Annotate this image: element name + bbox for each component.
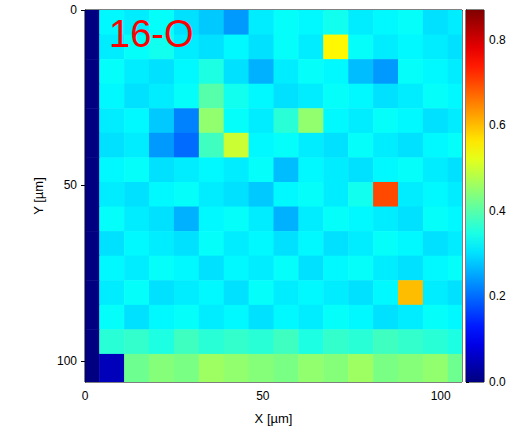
svg-text:Y [µm]: Y [µm] — [31, 177, 46, 215]
svg-text:0.0: 0.0 — [489, 375, 506, 389]
svg-text:0: 0 — [82, 389, 89, 403]
svg-text:0.8: 0.8 — [489, 33, 506, 47]
svg-text:50: 50 — [256, 389, 270, 403]
svg-text:100: 100 — [57, 354, 77, 368]
svg-text:X [µm]: X [µm] — [255, 411, 293, 426]
svg-text:50: 50 — [64, 178, 78, 192]
svg-text:16-O: 16-O — [109, 13, 193, 55]
svg-text:0.2: 0.2 — [489, 289, 506, 303]
svg-text:0.6: 0.6 — [489, 118, 506, 132]
svg-text:0: 0 — [70, 3, 77, 17]
svg-text:100: 100 — [431, 389, 451, 403]
svg-text:0.4: 0.4 — [489, 204, 506, 218]
